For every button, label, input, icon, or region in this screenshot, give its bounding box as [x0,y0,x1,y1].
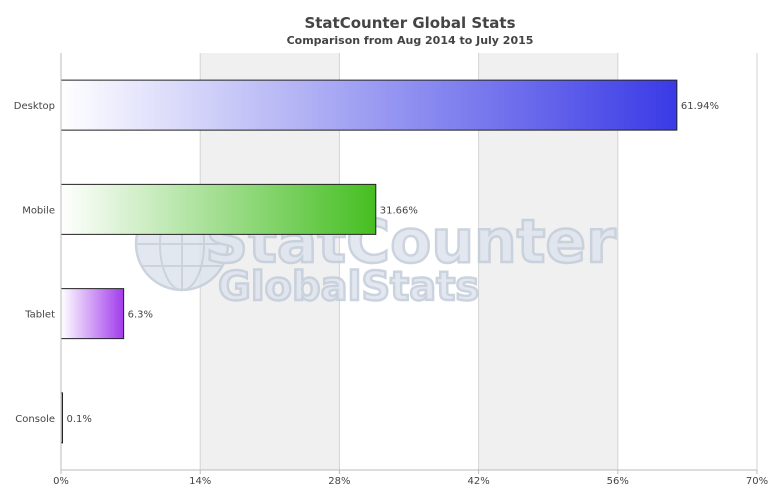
category-label-mobile: Mobile [22,205,55,216]
x-tick-label: 0% [53,476,69,487]
bar-tablet [60,288,125,340]
value-label-mobile: 31.66% [380,205,418,216]
x-axis-ticks: 0% 14% 28% 42% 56% 70% [53,470,768,487]
category-label-console: Console [15,414,55,425]
x-tick-label: 28% [328,476,350,487]
x-tick-label: 70% [746,476,768,487]
value-label-desktop: 61.94% [681,101,719,112]
statcounter-watermark: StatCounter GlobalStats [134,196,617,311]
x-tick-label: 14% [189,476,211,487]
bar-mobile [60,183,377,235]
watermark-line1: StatCounter [205,207,616,277]
value-labels: 61.94% 31.66% 6.3% 0.1% [67,101,720,425]
x-tick-label: 42% [467,476,489,487]
value-label-tablet: 6.3% [128,310,153,321]
category-label-tablet: Tablet [24,310,55,321]
value-label-console: 0.1% [67,414,92,425]
x-tick-label: 56% [607,476,629,487]
watermark-line2: GlobalStats [218,264,479,310]
chart-title: StatCounter Global Stats [304,14,515,32]
chart-subtitle: Comparison from Aug 2014 to July 2015 [287,34,534,47]
bar-desktop [60,79,678,131]
category-labels: Desktop Mobile Tablet Console [14,101,55,425]
category-label-desktop: Desktop [14,101,55,112]
